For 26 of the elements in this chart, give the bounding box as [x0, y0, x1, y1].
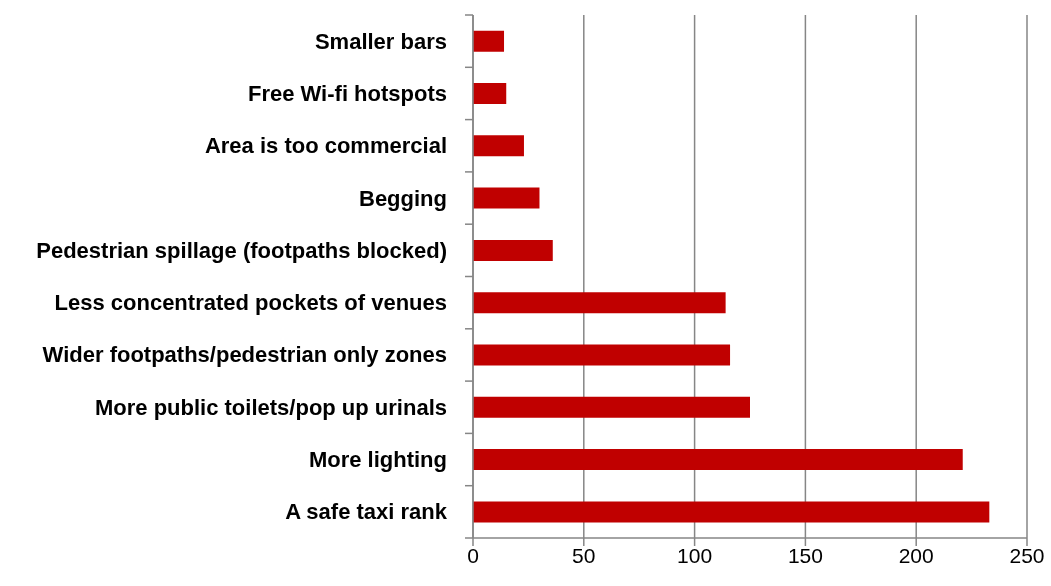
x-tick-label: 250 — [1009, 543, 1045, 567]
y-tick-label: Free Wi-fi hotspots — [247, 80, 447, 106]
bar — [473, 449, 963, 471]
bar — [473, 82, 507, 104]
x-tick-label: 150 — [787, 543, 823, 567]
bar — [473, 501, 990, 523]
x-tick-label: 0 — [467, 543, 479, 567]
x-tick-label: 100 — [677, 543, 713, 567]
y-tick-label: Begging — [359, 185, 447, 211]
y-tick-label: A safe taxi rank — [285, 499, 448, 525]
y-tick-label: Pedestrian spillage (footpaths blocked) — [36, 237, 447, 263]
x-tick-label: 200 — [898, 543, 934, 567]
y-tick-label: Less concentrated pockets of venues — [54, 290, 447, 316]
y-tick-label: Area is too commercial — [204, 133, 447, 159]
bar — [473, 239, 553, 261]
bar — [473, 30, 505, 52]
y-tick-label: More lighting — [308, 447, 447, 473]
x-tick-label: 50 — [572, 543, 596, 567]
y-tick-label: Wider footpaths/pedestrian only zones — [42, 342, 447, 368]
y-tick-label: More public toilets/pop up urinals — [94, 394, 447, 420]
bar — [473, 135, 524, 157]
bar — [473, 396, 750, 418]
y-tick-label: Smaller bars — [314, 28, 447, 54]
bar — [473, 292, 726, 314]
bar — [473, 187, 540, 209]
bar — [473, 344, 731, 366]
